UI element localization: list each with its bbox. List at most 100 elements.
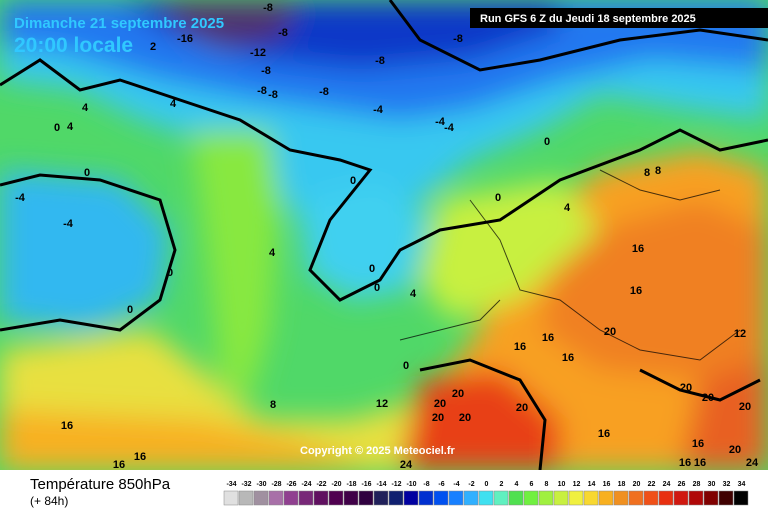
contour-label: 20 (452, 388, 464, 400)
scale-tick-label: -32 (241, 481, 251, 488)
contour-label: 20 (604, 326, 616, 338)
contour-label: 16 (113, 459, 125, 471)
scale-swatch (643, 490, 659, 506)
contour-label: 0 (369, 263, 375, 275)
scale-tick-label: 22 (648, 481, 656, 488)
scale-swatch (478, 490, 494, 506)
scale-swatch (688, 490, 704, 506)
contour-label: -8 (278, 27, 288, 39)
scale-swatch (328, 490, 344, 506)
scale-tick-label: -30 (256, 481, 266, 488)
contour-label: 8 (655, 165, 661, 177)
scale-tick-label: 28 (693, 481, 701, 488)
contour-label: 0 (350, 175, 356, 187)
scale-swatch (568, 490, 584, 506)
scale-swatch (583, 490, 599, 506)
scale-swatch (613, 490, 629, 506)
scale-tick-label: 18 (618, 481, 626, 488)
contour-label: 4 (82, 102, 89, 114)
scale-swatch (433, 490, 449, 506)
scale-swatch (223, 490, 239, 506)
scale-swatch (253, 490, 269, 506)
scale-swatch (373, 490, 389, 506)
contour-label: 20 (432, 412, 444, 424)
scale-tick-label: 10 (558, 481, 566, 488)
contour-label: 0 (54, 122, 60, 134)
contour-label: 12 (376, 398, 388, 410)
contour-label: 24 (746, 457, 759, 469)
scale-swatch (358, 490, 374, 506)
contour-label: 0 (374, 282, 380, 294)
scale-swatch (673, 490, 689, 506)
contour-label: -8 (268, 89, 278, 101)
scale-tick-label: -10 (406, 481, 416, 488)
scale-swatch (268, 490, 284, 506)
contour-label: 16 (679, 457, 691, 469)
map-date: Dimanche 21 septembre 2025 (14, 15, 224, 32)
scale-swatch (523, 490, 539, 506)
color-scale: -34 -32 -30 -28 -26 -24 -22 -20 -18 -16 -14 -12 -10-… (223, 481, 749, 506)
scale-tick-label: -8 (423, 481, 429, 488)
scale-tick-label: 16 (603, 481, 611, 488)
contour-label: 0 (167, 267, 173, 279)
scale-tick-label: -20 (331, 481, 341, 488)
contour-label: 8 (270, 399, 276, 411)
scale-tick-label: 12 (573, 481, 581, 488)
scale-tick-label: -18 (346, 481, 356, 488)
contour-label: -8 (319, 86, 329, 98)
scale-tick-label: 30 (708, 481, 716, 488)
scale-tick-label: 2 (500, 481, 504, 488)
contour-label: -4 (435, 116, 446, 128)
scale-swatch (238, 490, 254, 506)
contour-label: 16 (134, 451, 146, 463)
scale-tick-label: -22 (316, 481, 326, 488)
scale-tick-label: -14 (376, 481, 386, 488)
contour-label: -8 (375, 55, 385, 67)
scale-swatch (598, 490, 614, 506)
contour-label: 20 (702, 392, 714, 404)
scale-tick-label: 6 (530, 481, 534, 488)
contour-label: 0 (403, 360, 409, 372)
contour-label: -12 (250, 47, 266, 59)
scale-swatch (718, 490, 734, 506)
footer-title: Température 850hPa (30, 476, 171, 493)
scale-swatch (313, 490, 329, 506)
contour-label: 2 (150, 41, 156, 53)
contour-label: 4 (410, 288, 417, 300)
contour-label: 0 (495, 192, 501, 204)
contour-label: -8 (257, 85, 267, 97)
contour-label: 16 (694, 457, 706, 469)
contour-label: -8 (261, 65, 271, 77)
contour-label: 20 (729, 444, 741, 456)
run-box (470, 8, 768, 28)
scale-tick-label: 32 (723, 481, 731, 488)
scale-swatch (418, 490, 434, 506)
scale-swatch (553, 490, 569, 506)
scale-tick-label: -24 (301, 481, 311, 488)
scale-swatch (733, 490, 749, 506)
contour-label: -4 (444, 122, 455, 134)
contour-label: 16 (562, 352, 574, 364)
contour-label: 4 (67, 121, 74, 133)
scale-tick-label: -34 (226, 481, 236, 488)
contour-label: -4 (15, 192, 26, 204)
contour-label: 4 (170, 98, 177, 110)
scale-swatch (388, 490, 404, 506)
contour-label: 20 (434, 398, 446, 410)
scale-tick-label: -2 (468, 481, 474, 488)
contour-label: 20 (459, 412, 471, 424)
scale-swatch (343, 490, 359, 506)
scale-swatch (508, 490, 524, 506)
scale-tick-label: 4 (515, 481, 519, 488)
scale-tick-label: 26 (678, 481, 686, 488)
scale-swatch (403, 490, 419, 506)
run-info: Run GFS 6 Z du Jeudi 18 septembre 2025 (480, 13, 696, 25)
scale-swatch (628, 490, 644, 506)
contour-label: 16 (630, 285, 642, 297)
contour-label: 0 (127, 304, 133, 316)
scale-swatch (658, 490, 674, 506)
contour-label: 0 (544, 136, 550, 148)
scale-swatch (448, 490, 464, 506)
scale-tick-label: 0 (485, 481, 489, 488)
